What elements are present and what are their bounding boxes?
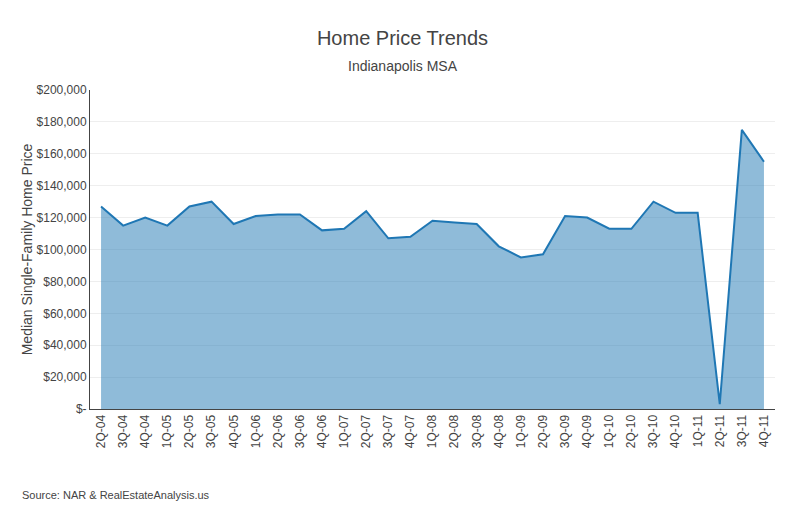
svg-text:4Q-04: 4Q-04 [138, 414, 152, 448]
svg-text:4Q-06: 4Q-06 [315, 414, 329, 448]
svg-text:Indianapolis MSA: Indianapolis MSA [348, 58, 458, 74]
svg-text:2Q-10: 2Q-10 [624, 414, 638, 448]
svg-text:3Q-09: 3Q-09 [558, 414, 572, 448]
svg-text:4Q-07: 4Q-07 [403, 414, 417, 448]
svg-text:Home Price Trends: Home Price Trends [317, 27, 488, 49]
svg-text:$20,000: $20,000 [43, 370, 87, 384]
svg-text:$-: $- [76, 402, 87, 416]
svg-text:$60,000: $60,000 [43, 307, 87, 321]
svg-text:2Q-09: 2Q-09 [536, 414, 550, 448]
svg-text:4Q-10: 4Q-10 [668, 414, 682, 448]
svg-text:1Q-07: 1Q-07 [337, 414, 351, 448]
svg-text:4Q-05: 4Q-05 [227, 414, 241, 448]
svg-text:$200,000: $200,000 [37, 83, 87, 97]
svg-text:$120,000: $120,000 [37, 211, 87, 225]
svg-text:$140,000: $140,000 [37, 179, 87, 193]
svg-text:2Q-11: 2Q-11 [713, 414, 727, 447]
svg-text:2Q-04: 2Q-04 [94, 414, 108, 448]
svg-text:1Q-08: 1Q-08 [425, 414, 439, 448]
svg-text:1Q-06: 1Q-06 [249, 414, 263, 448]
svg-text:$160,000: $160,000 [37, 147, 87, 161]
svg-text:4Q-09: 4Q-09 [580, 414, 594, 448]
svg-text:2Q-06: 2Q-06 [271, 414, 285, 448]
svg-text:4Q-11: 4Q-11 [757, 414, 771, 447]
svg-text:Source: NAR & RealEstateAnalys: Source: NAR & RealEstateAnalysis.us [22, 489, 210, 501]
svg-text:3Q-08: 3Q-08 [470, 414, 484, 448]
svg-text:2Q-05: 2Q-05 [182, 414, 196, 448]
svg-text:2Q-08: 2Q-08 [448, 414, 462, 448]
svg-text:1Q-11: 1Q-11 [691, 414, 705, 447]
svg-text:1Q-09: 1Q-09 [514, 414, 528, 448]
svg-text:3Q-06: 3Q-06 [293, 414, 307, 448]
svg-text:$80,000: $80,000 [43, 275, 87, 289]
svg-text:4Q-08: 4Q-08 [492, 414, 506, 448]
svg-text:3Q-04: 3Q-04 [116, 414, 130, 448]
svg-text:$100,000: $100,000 [37, 243, 87, 257]
svg-text:$180,000: $180,000 [37, 115, 87, 129]
svg-text:2Q-07: 2Q-07 [359, 414, 373, 448]
svg-text:3Q-05: 3Q-05 [204, 414, 218, 448]
svg-text:3Q-11: 3Q-11 [735, 414, 749, 447]
svg-text:Median Single-Family Home Pric: Median Single-Family Home Price [19, 143, 35, 355]
svg-text:3Q-07: 3Q-07 [381, 414, 395, 448]
svg-text:$40,000: $40,000 [43, 338, 87, 352]
svg-text:3Q-10: 3Q-10 [646, 414, 660, 448]
svg-text:1Q-05: 1Q-05 [160, 414, 174, 448]
svg-text:1Q-10: 1Q-10 [602, 414, 616, 448]
